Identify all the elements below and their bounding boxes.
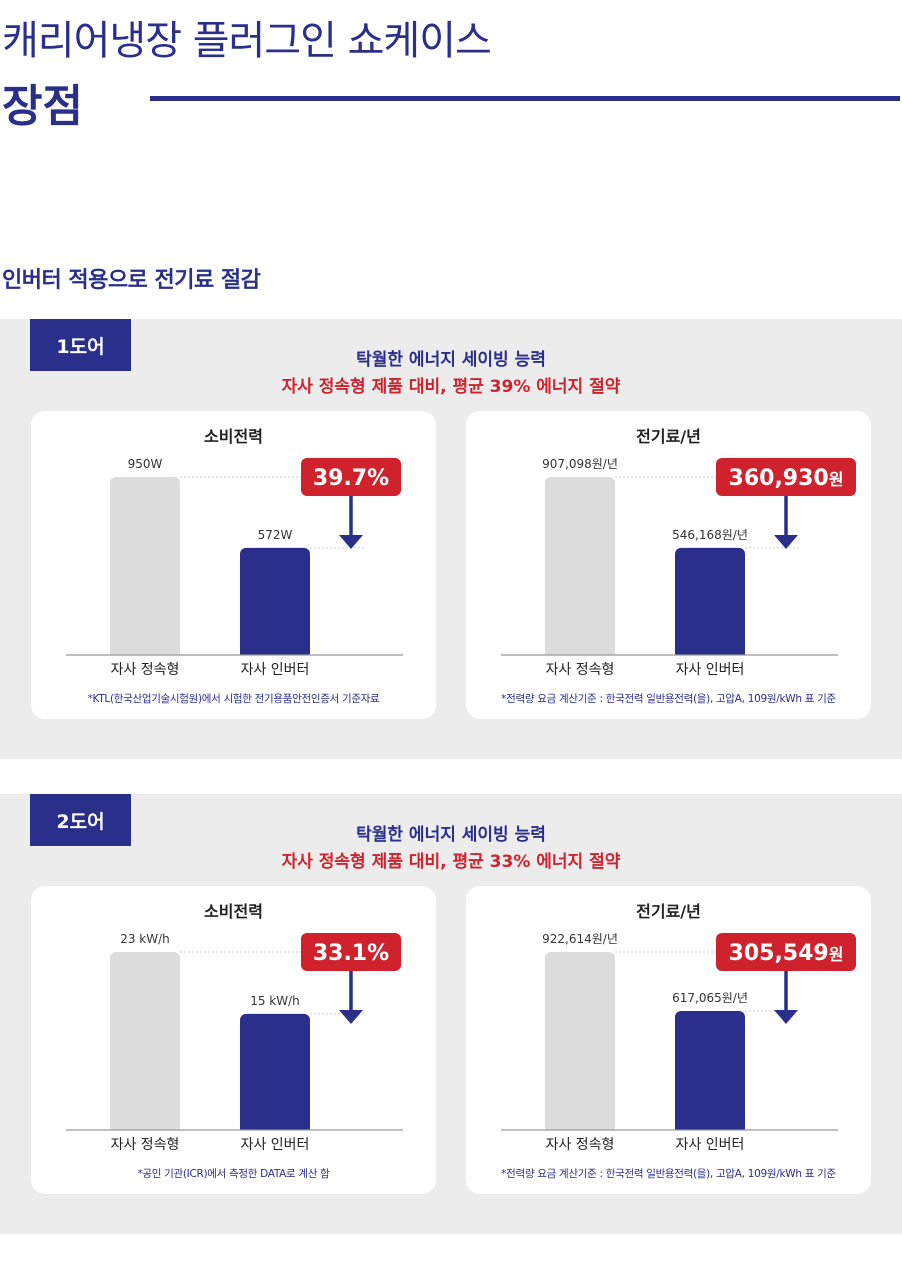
card-title: 전기료/년 [636,902,701,921]
page-title: 캐리어냉장 플러그인 쇼케이스 [2,18,492,64]
x-tick-label: 자사 정속형 [546,1137,615,1153]
saving-badge-value: 33.1% [313,941,389,966]
x-tick-label: 자사 인버터 [241,1137,310,1153]
bar-base [240,1122,310,1130]
bar-fixed-speed [545,952,615,1130]
door-tab: 2도어 [30,794,131,846]
data-label: 922,614원/년 [542,932,618,946]
card-title: 전기료/년 [636,427,701,446]
card-title: 소비전력 [204,902,263,921]
x-tick-label: 자사 정속형 [111,662,180,678]
door-panel-2: 2도어 탁월한 에너지 세이빙 능력 자사 정속형 제품 대비, 평균 33% … [0,794,902,1234]
electricity-cost-chart: 907,098원/년 546,168원/년자사 정속형 자사 인버터 360,930원 [501,457,856,678]
data-label: 546,168원/년 [672,528,748,542]
tagline-primary: 탁월한 에너지 세이빙 능력 [356,825,546,845]
bar-fixed-speed [545,477,615,655]
bar-inverter [675,1010,745,1130]
saving-badge-value: 360,930원 [729,466,844,491]
data-label: 907,098원/년 [542,457,618,471]
footnote: *전력량 요금 계산기준 : 한국전력 일반용전력(을), 고압A, 109원/… [501,693,836,705]
x-tick-label: 자사 정속형 [111,1137,180,1153]
footnote: *전력량 요금 계산기준 : 한국전력 일반용전력(을), 고압A, 109원/… [501,1168,836,1180]
power-consumption-chart: 23 kW/h 15 kW/h 자사 정속형 자사 인버터 33.1% [66,932,403,1153]
power-consumption-chart: 950W 572W 자사 정속형 자사 인버터 39.7% [66,457,403,678]
bar-inverter [675,547,745,655]
electricity-cost-chart: 922,614원/년 617,065원/년자사 정속형 자사 인버터 305,549원 [501,932,856,1153]
saving-badge [716,458,856,496]
footnote: *KTL(한국산업기술시험원)에서 시험한 전기용품안전인증서 기준자료 [87,693,380,705]
bar-base [545,1122,615,1130]
data-label: 950W [128,457,163,471]
bar-inverter [240,1013,310,1130]
down-arrow-head [774,535,798,549]
tagline-secondary: 자사 정속형 제품 대비, 평균 33% 에너지 절약 [281,852,621,872]
x-tick-label: 자사 인버터 [676,662,745,678]
saving-badge [301,933,401,971]
saving-badge [301,458,401,496]
bar-fixed-speed [110,477,180,655]
data-label: 15 kW/h [250,994,300,1008]
data-label: 617,065원/년 [672,991,748,1005]
down-arrow-head [339,1010,363,1024]
bar-base [675,1122,745,1130]
card-title: 소비전력 [204,427,263,446]
saving-badge [716,933,856,971]
bar-base [110,647,180,655]
tagline-secondary: 자사 정속형 제품 대비, 평균 39% 에너지 절약 [281,377,621,397]
section-title: 인버터 적용으로 전기료 절감 [2,268,261,293]
x-tick-label: 자사 인버터 [676,1137,745,1153]
door-panel-1: 1도어 탁월한 에너지 세이빙 능력 자사 정속형 제품 대비, 평균 39% … [0,319,902,759]
title-divider [150,96,900,101]
bar-base [240,647,310,655]
down-arrow-head [339,535,363,549]
x-tick-label: 자사 인버터 [241,662,310,678]
power-consumption-card: 소비전력 950W 572W 자사 정속형 자사 인버터 39.7% *KTL(한국산업… [31,411,436,719]
saving-badge-value: 305,549원 [729,941,844,966]
tagline-primary: 탁월한 에너지 세이빙 능력 [356,350,546,370]
bar-base [110,1122,180,1130]
down-arrow-head [774,1010,798,1024]
door-tab: 1도어 [30,319,131,371]
page-subtitle: 장점 [2,81,83,132]
saving-badge-value: 39.7% [313,466,389,491]
bar-base [675,647,745,655]
x-tick-label: 자사 정속형 [546,662,615,678]
bar-fixed-speed [110,952,180,1130]
data-label: 23 kW/h [120,932,170,946]
footnote: *공인 기관(ICR)에서 측정한 DATA로 계산 함 [137,1168,330,1180]
bar-inverter [240,547,310,655]
power-consumption-card: 소비전력 23 kW/h 15 kW/h 자사 정속형 자사 인버터 33.1% *공인… [31,886,436,1194]
data-label: 572W [258,528,293,542]
bar-base [545,647,615,655]
